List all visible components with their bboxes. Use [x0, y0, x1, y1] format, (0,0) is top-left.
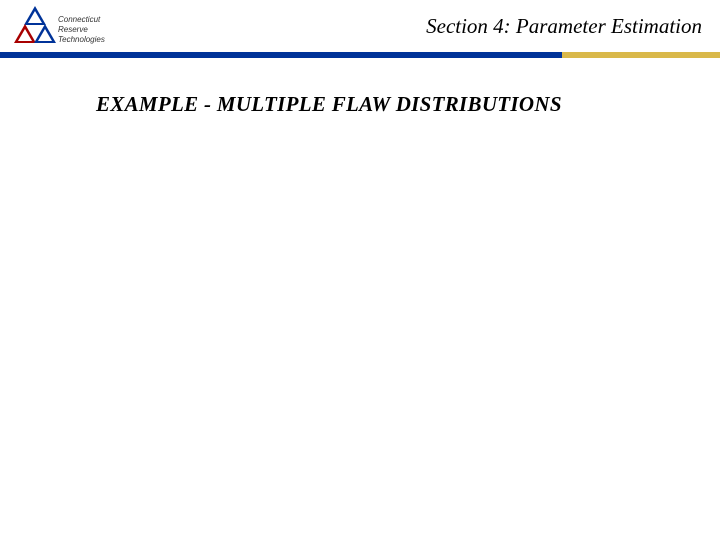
logo-text: Connecticut Reserve Technologies — [58, 15, 105, 45]
logo-letter-r: R — [22, 34, 28, 42]
divider — [0, 52, 720, 58]
section-title: Section 4: Parameter Estimation — [426, 14, 702, 39]
divider-gold — [562, 52, 720, 58]
logo-text-line3: Technologies — [58, 35, 105, 45]
company-logo: C R T Connecticut Reserve Technologies — [14, 6, 114, 46]
logo-text-line2: Reserve — [58, 25, 105, 35]
divider-blue — [0, 52, 562, 58]
logo-letter-c: C — [32, 16, 38, 24]
slide-title: EXAMPLE - MULTIPLE FLAW DISTRIBUTIONS — [96, 92, 562, 117]
logo-letter-t: T — [42, 34, 47, 42]
header: C R T Connecticut Reserve Technologies S… — [0, 0, 720, 52]
logo-text-line1: Connecticut — [58, 15, 105, 25]
